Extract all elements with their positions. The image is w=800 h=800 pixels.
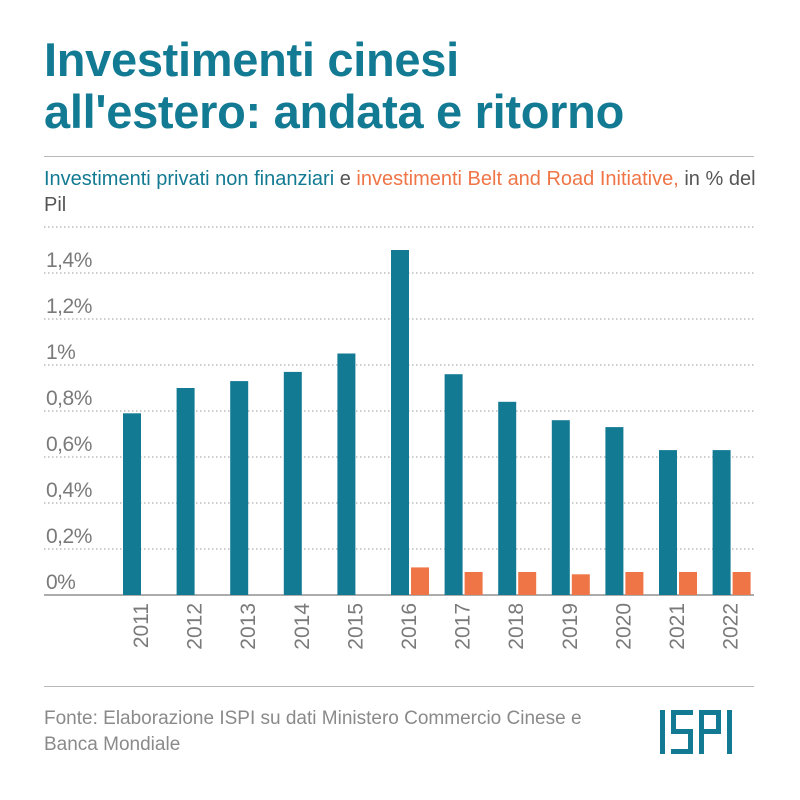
title-line-2: all'estero: andata e ritorno	[44, 85, 624, 138]
y-tick-label: 0,2%	[46, 525, 92, 548]
x-tick-label: 2016	[398, 603, 421, 650]
y-tick-label: 0,8%	[46, 387, 92, 410]
logo-letter-s	[671, 710, 693, 754]
y-tick-label: 0,4%	[46, 479, 92, 502]
bar-private-2017	[444, 374, 463, 595]
y-tick-label: 1,2%	[46, 295, 92, 318]
bar-private-2016	[391, 250, 409, 595]
source-note: Fonte: Elaborazione ISPI su dati Ministe…	[44, 708, 582, 755]
bar-private-2015	[337, 353, 356, 595]
x-tick-label: 2014	[291, 603, 314, 650]
bar-private-2011	[123, 413, 141, 595]
bottom-divider	[44, 686, 754, 687]
title-line-1: Investimenti cinesi	[44, 33, 459, 86]
x-tick-label: 2015	[344, 603, 367, 650]
ispi-logo	[660, 710, 732, 754]
x-tick-label: 2020	[612, 603, 635, 650]
bar-private-2018	[498, 401, 517, 595]
y-tick-label: 0,6%	[46, 433, 92, 456]
subtitle-connector: e	[334, 168, 357, 190]
x-tick-label: 2011	[130, 603, 153, 648]
bar-private-2021	[659, 450, 677, 595]
x-tick-label: 2012	[184, 603, 207, 650]
x-tick-label: 2022	[720, 603, 743, 650]
bars	[123, 250, 751, 595]
x-tick-label: 2017	[452, 603, 475, 650]
logo-letter-i-2	[727, 710, 732, 754]
bar-private-2013	[230, 381, 249, 595]
subtitle-series2-label: investimenti Belt and Road Initiative,	[356, 168, 679, 190]
subtitle-series1-label: Investimenti privati non finanziari	[44, 168, 335, 190]
bar-bri-2016	[411, 567, 429, 595]
bar-private-2020	[605, 427, 624, 595]
chart-title: Investimenti cinesi all'estero: andata e…	[44, 34, 774, 138]
logo-letter-i	[660, 710, 665, 754]
y-axis-ticks: 0% 0,2% 0,4% 0,6% 0,8% 1% 1,2% 1,4%	[46, 249, 92, 594]
bar-bri-2019	[571, 574, 590, 595]
bar-bri-2022	[732, 572, 751, 595]
y-tick-label: 1,4%	[46, 249, 92, 272]
x-axis-ticks: 2011 2012 2013 2014 2015 2016 2017 2018 2019 2020…	[130, 603, 743, 650]
logo-letter-p	[699, 710, 721, 754]
y-tick-label: 1%	[46, 341, 75, 364]
bar-bri-2018	[518, 572, 537, 595]
x-tick-label: 2018	[505, 603, 528, 650]
bar-private-2012	[176, 388, 195, 595]
bar-private-2019	[551, 420, 570, 595]
bar-private-2014	[283, 371, 302, 595]
x-tick-label: 2013	[237, 603, 260, 650]
top-divider	[44, 156, 754, 157]
subtitle-suffix: in % del Pil	[44, 168, 756, 216]
bar-bri-2021	[679, 572, 697, 595]
x-tick-label: 2021	[666, 603, 689, 650]
x-tick-label: 2019	[559, 603, 582, 650]
bar-private-2022	[712, 450, 731, 595]
y-tick-label: 0%	[46, 571, 75, 594]
bar-bri-2020	[625, 572, 644, 595]
bar-bri-2017	[464, 572, 483, 595]
chart-subtitle: Investimenti privati non finanziari e in…	[44, 166, 764, 218]
